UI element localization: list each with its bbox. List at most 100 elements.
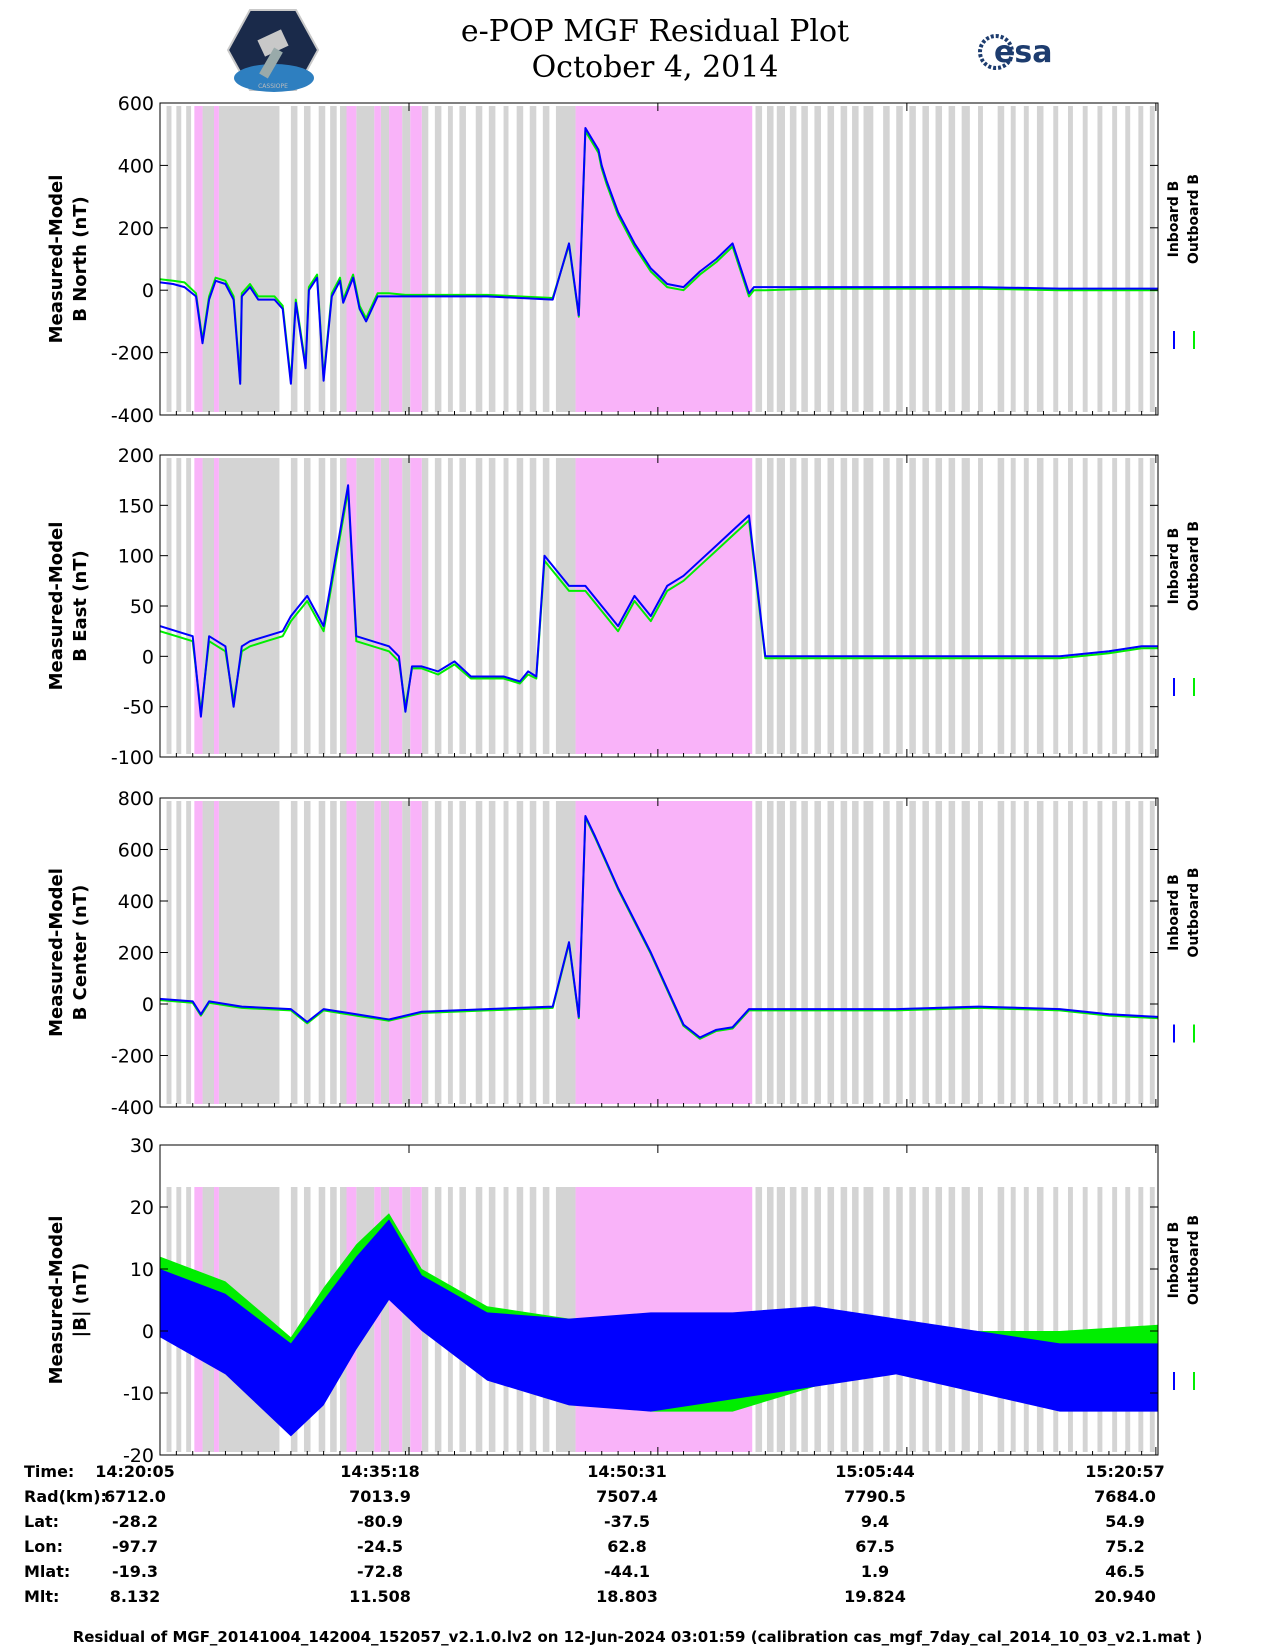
- gray-band: [755, 106, 763, 412]
- gray-band: [529, 106, 537, 412]
- y-tick-label: 0: [142, 1321, 154, 1343]
- gray-band: [488, 458, 496, 754]
- gray-band: [935, 1187, 943, 1452]
- gray-band: [166, 458, 172, 754]
- gray-band: [935, 801, 943, 1104]
- gray-band: [896, 801, 903, 1104]
- gray-band: [1112, 106, 1118, 412]
- gray-band: [459, 106, 466, 412]
- info-cell: 14:20:05: [95, 1462, 175, 1481]
- gray-band: [516, 106, 524, 412]
- gray-band: [909, 106, 916, 412]
- info-row-label: Time:: [24, 1462, 75, 1481]
- gray-band: [909, 801, 916, 1104]
- gray-band: [318, 458, 326, 754]
- gray-band: [402, 458, 411, 754]
- gray-band: [896, 106, 903, 412]
- gray-band: [1082, 458, 1088, 754]
- y-tick-label: 150: [118, 495, 154, 517]
- gray-band: [330, 458, 337, 754]
- info-cell: 8.132: [109, 1587, 161, 1606]
- gray-band: [863, 801, 874, 1104]
- gray-band: [840, 106, 848, 412]
- y-tick-label: -200: [111, 1046, 154, 1068]
- magenta-band: [575, 801, 753, 1104]
- legend-outboard-label: Outboard B: [1186, 174, 1202, 264]
- gray-band: [766, 801, 774, 1104]
- y-tick-label: 600: [118, 840, 154, 862]
- magenta-band: [410, 458, 422, 754]
- gray-band: [948, 801, 956, 1104]
- series-group: [160, 1213, 1158, 1437]
- gray-band: [202, 106, 214, 412]
- gray-band: [1082, 106, 1088, 412]
- gray-band: [948, 458, 956, 754]
- info-cell: 7507.4: [596, 1487, 658, 1506]
- magenta-band: [389, 458, 403, 754]
- info-cell: -72.8: [356, 1562, 404, 1581]
- y-tick-label: 400: [118, 891, 154, 913]
- gray-band: [1023, 1187, 1029, 1452]
- gray-band: [997, 106, 1005, 412]
- outboard-series-line: [160, 489, 1158, 713]
- gray-band: [997, 458, 1005, 754]
- y-tick-label: -200: [111, 343, 154, 365]
- info-row: Lon: -97.7 -24.5 62.8 67.5 75.2: [0, 1537, 1275, 1562]
- gray-band: [922, 801, 929, 1104]
- gray-band: [290, 801, 298, 1104]
- inboard-series-line: [160, 815, 1158, 1039]
- gray-band: [447, 106, 453, 412]
- panel-frame: [159, 1144, 1159, 1456]
- gray-band: [542, 458, 550, 754]
- gray-band: [290, 106, 298, 412]
- y-tick-label: 400: [118, 155, 154, 177]
- gray-band: [459, 801, 466, 1104]
- gray-band: [303, 458, 311, 754]
- gray-band: [1068, 106, 1073, 412]
- gray-band: [421, 106, 429, 412]
- gray-band: [789, 458, 797, 754]
- info-cell: 19.824: [844, 1587, 906, 1606]
- legend-outboard-label: Outboard B: [1186, 1215, 1202, 1305]
- info-cell: 9.4: [860, 1512, 890, 1531]
- inboard-series-line: [160, 484, 1158, 718]
- info-cell: 67.5: [855, 1537, 895, 1556]
- info-cell: 15:05:44: [835, 1462, 915, 1481]
- gray-band: [776, 106, 785, 412]
- info-cell: 18.803: [596, 1587, 658, 1606]
- gray-band: [922, 1187, 929, 1452]
- info-cell: 46.5: [1105, 1562, 1145, 1581]
- gray-band: [755, 801, 763, 1104]
- magenta-band: [374, 801, 381, 1104]
- cassiope-logo: CASSIOPE: [226, 8, 320, 96]
- plot-title: e-POP MGF Residual Plot October 4, 2014: [0, 14, 1275, 86]
- gray-band: [380, 801, 390, 1104]
- gray-band: [766, 106, 774, 412]
- gray-band: [1125, 106, 1131, 412]
- magenta-band: [389, 106, 403, 412]
- gray-band: [1010, 458, 1016, 754]
- gray-band: [827, 458, 835, 754]
- gray-band: [447, 801, 453, 1104]
- gray-band: [814, 801, 821, 1104]
- info-cell: 54.9: [1105, 1512, 1145, 1531]
- gray-band: [303, 801, 311, 1104]
- magenta-band: [346, 106, 357, 412]
- info-cell: 7790.5: [844, 1487, 906, 1506]
- gray-band: [516, 458, 524, 754]
- y-tick-label: 100: [118, 546, 154, 568]
- gray-band: [922, 458, 929, 754]
- info-cell: -19.3: [111, 1562, 159, 1581]
- magenta-band: [194, 106, 203, 412]
- gray-band: [356, 458, 375, 754]
- gray-band: [555, 106, 576, 412]
- gray-band: [421, 801, 429, 1104]
- gray-band: [516, 801, 524, 1104]
- gray-band: [330, 106, 337, 412]
- gray-band: [1010, 106, 1016, 412]
- info-row: Mlt: 8.132 11.508 18.803 19.824 20.940: [0, 1587, 1275, 1612]
- gray-band: [339, 106, 347, 412]
- magenta-band: [389, 801, 403, 1104]
- y-axis-label: B East (nT): [70, 550, 91, 662]
